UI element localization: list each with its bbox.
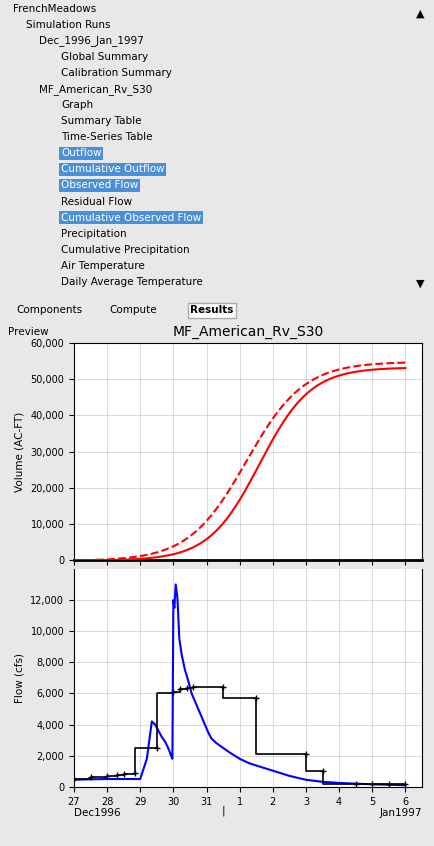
Text: Calibration Summary: Calibration Summary bbox=[61, 69, 171, 78]
Text: Components: Components bbox=[16, 305, 82, 316]
Text: FrenchMeadows: FrenchMeadows bbox=[13, 4, 96, 14]
Text: MF_American_Rv_S30: MF_American_Rv_S30 bbox=[39, 84, 152, 95]
Text: Cumulative Precipitation: Cumulative Precipitation bbox=[61, 244, 189, 255]
Text: Compute: Compute bbox=[109, 305, 157, 316]
Text: |: | bbox=[221, 805, 224, 816]
Text: Graph: Graph bbox=[61, 100, 93, 110]
Title: MF_American_Rv_S30: MF_American_Rv_S30 bbox=[172, 325, 323, 339]
Text: Summary Table: Summary Table bbox=[61, 116, 141, 126]
Text: Time-Series Table: Time-Series Table bbox=[61, 132, 152, 142]
Text: ▲: ▲ bbox=[414, 9, 423, 19]
Text: Dec1996: Dec1996 bbox=[74, 808, 120, 818]
Text: Preview: Preview bbox=[8, 327, 49, 337]
Text: Outflow: Outflow bbox=[61, 148, 101, 158]
Text: Jan1997: Jan1997 bbox=[378, 808, 421, 818]
Text: Results: Results bbox=[190, 305, 233, 316]
Text: Dec_1996_Jan_1997: Dec_1996_Jan_1997 bbox=[39, 36, 144, 47]
Text: Global Summary: Global Summary bbox=[61, 52, 148, 62]
Text: Precipitation: Precipitation bbox=[61, 228, 126, 239]
Y-axis label: Volume (AC-FT): Volume (AC-FT) bbox=[15, 411, 25, 492]
Text: Observed Flow: Observed Flow bbox=[61, 180, 138, 190]
Text: Cumulative Outflow: Cumulative Outflow bbox=[61, 164, 164, 174]
Text: Daily Average Temperature: Daily Average Temperature bbox=[61, 277, 202, 287]
Text: Air Temperature: Air Temperature bbox=[61, 261, 145, 271]
Y-axis label: Flow (cfs): Flow (cfs) bbox=[15, 653, 25, 703]
Text: Residual Flow: Residual Flow bbox=[61, 196, 132, 206]
Text: Simulation Runs: Simulation Runs bbox=[26, 20, 110, 30]
Text: Cumulative Observed Flow: Cumulative Observed Flow bbox=[61, 212, 201, 222]
Text: ▼: ▼ bbox=[414, 279, 423, 288]
